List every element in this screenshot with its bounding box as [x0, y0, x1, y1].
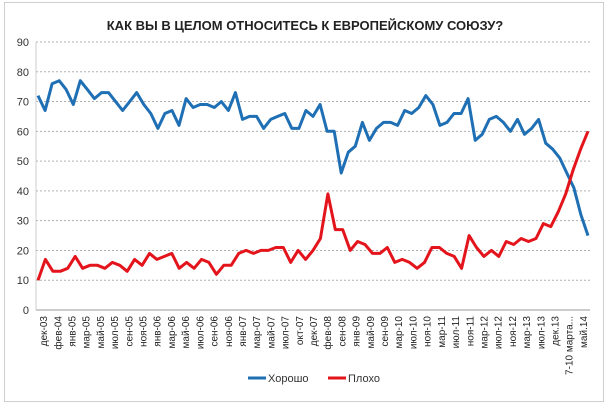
x-tick-label: июл-10	[408, 316, 419, 350]
y-tick-label: 10	[17, 275, 29, 287]
x-tick-label: май-06	[181, 316, 192, 349]
legend-label: Хорошо	[268, 373, 309, 385]
y-tick-label: 90	[17, 37, 29, 49]
x-tick-label: мар-05	[82, 316, 93, 349]
x-tick-label: дек.13	[550, 316, 561, 346]
x-tick-label: июл-13	[536, 316, 547, 350]
x-tick-label: мар-07	[252, 316, 263, 349]
x-tick-label: ноя-10	[423, 316, 434, 347]
x-tick-label: июл-07	[281, 316, 292, 350]
x-tick-label: мар-12	[479, 316, 490, 349]
x-tick-label: мар-10	[394, 316, 405, 349]
x-tick-label: сен-06	[210, 316, 221, 347]
x-tick-label: дек-07	[309, 316, 320, 347]
series-line-Плохо	[36, 130, 590, 281]
legend-label: Плохо	[348, 373, 380, 385]
x-tick-label: фев-08	[322, 316, 334, 350]
x-tick-label: мар-13	[522, 316, 533, 349]
x-tick-label: янв-07	[238, 316, 249, 347]
x-tick-label: май-05	[96, 316, 107, 349]
x-tick-label: янв-06	[153, 316, 164, 347]
x-tick-label: май-07	[266, 316, 277, 349]
chart-title: КАК ВЫ В ЦЕЛОМ ОТНОСИТЕСЬ К ЕВРОПЕЙСКОМУ…	[106, 18, 504, 33]
x-tick-label: ноя-12	[508, 316, 519, 347]
y-tick-label: 60	[17, 126, 29, 138]
y-tick-label: 40	[17, 186, 29, 198]
y-tick-label: 30	[17, 216, 29, 228]
x-tick-label: май-09	[366, 316, 377, 349]
y-tick-label: 0	[23, 305, 29, 317]
x-tick-label: июл-11	[451, 316, 462, 349]
x-tick-label: сен-08	[337, 316, 348, 347]
x-tick-label: июл-06	[195, 316, 206, 350]
x-tick-label: мар-11	[437, 316, 448, 348]
series-line-Хорошо	[36, 79, 590, 237]
x-tick-label: май.14	[579, 316, 590, 348]
x-tick-label: янв-05	[68, 316, 79, 347]
x-tick-label: ноя-05	[139, 316, 150, 347]
x-tick-label: дек-03	[39, 316, 50, 347]
y-tick-label: 80	[17, 67, 29, 79]
y-tick-label: 50	[17, 156, 29, 168]
y-tick-label: 70	[17, 97, 29, 109]
x-tick-label: сен-09	[380, 316, 391, 347]
x-tick-label: 7-10 марта...	[565, 316, 576, 375]
x-tick-label: мар-06	[167, 316, 178, 349]
x-tick-label: окт-07	[295, 316, 306, 346]
x-tick-label: фев-04	[52, 316, 64, 350]
x-tick-label: сен-05	[124, 316, 135, 347]
x-tick-label: ноя-06	[224, 316, 235, 347]
x-tick-label: июл-12	[494, 316, 505, 350]
x-tick-label: янв-09	[352, 316, 363, 347]
x-tick-label: ноя-11	[465, 316, 476, 347]
chart-frame	[4, 2, 604, 402]
x-tick-label: июл-05	[110, 316, 121, 350]
y-tick-label: 20	[17, 245, 29, 257]
